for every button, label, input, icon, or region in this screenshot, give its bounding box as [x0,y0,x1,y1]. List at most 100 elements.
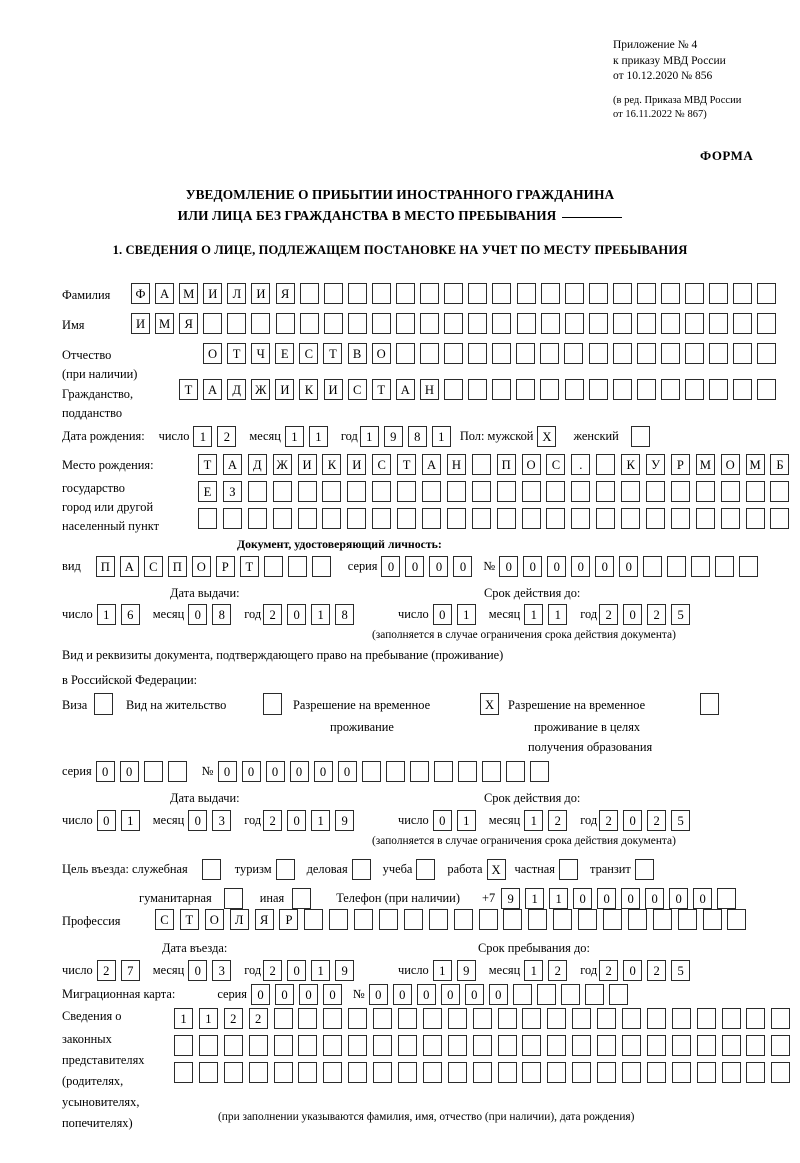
char-cell[interactable] [597,1062,617,1083]
char-cell[interactable]: 0 [188,604,208,625]
char-cell[interactable] [528,909,548,930]
char-cell[interactable] [446,481,466,502]
char-cell[interactable] [398,1062,418,1083]
char-cell[interactable] [492,313,512,334]
char-cell[interactable] [287,556,307,577]
char-cell[interactable]: Н [419,379,439,400]
char-cell[interactable] [409,761,429,782]
char-cell[interactable]: Ж [251,379,271,400]
char-cell[interactable] [292,888,312,909]
char-cell[interactable] [646,1035,666,1056]
char-cell[interactable]: С [546,454,566,475]
char-cell[interactable] [684,379,704,400]
char-cell[interactable] [522,1008,542,1029]
char-cell[interactable] [223,1062,243,1083]
char-cell[interactable]: 2 [647,604,667,625]
sex-female-checkbox[interactable] [630,426,655,447]
char-cell[interactable]: О [720,454,740,475]
char-cell[interactable] [564,313,584,334]
char-cell[interactable] [472,1008,492,1029]
char-cell[interactable] [397,508,417,529]
char-cell[interactable]: 0 [405,556,425,577]
char-cell[interactable]: Б [770,454,790,475]
char-cell[interactable] [622,1062,642,1083]
char-cell[interactable] [536,984,556,1005]
char-cell[interactable] [646,508,666,529]
char-cell[interactable] [304,909,324,930]
char-cell[interactable] [671,1008,691,1029]
char-cell[interactable] [745,481,765,502]
purpose-study-checkbox[interactable] [416,859,440,880]
char-cell[interactable] [354,909,374,930]
char-cell[interactable]: 1 [174,1008,193,1029]
legal-rep-row-3[interactable] [174,1062,796,1083]
char-cell[interactable] [492,343,512,364]
char-cell[interactable] [612,379,632,400]
char-cell[interactable]: 1 [308,426,328,447]
char-cell[interactable] [661,283,681,304]
purpose-business-checkbox[interactable] [351,859,376,880]
char-cell[interactable] [578,909,598,930]
char-cell[interactable] [329,909,349,930]
char-cell[interactable] [588,313,608,334]
char-cell[interactable] [553,909,573,930]
char-cell[interactable] [636,343,656,364]
char-cell[interactable] [746,1035,766,1056]
char-cell[interactable] [468,343,488,364]
char-cell[interactable]: 2 [248,1008,268,1029]
purpose-transit-checkbox[interactable] [634,859,659,880]
char-cell[interactable]: 0 [188,960,208,981]
char-cell[interactable]: 2 [263,960,283,981]
char-cell[interactable]: 0 [623,604,643,625]
char-cell[interactable] [612,313,632,334]
char-cell[interactable] [348,1062,368,1083]
char-cell[interactable] [471,454,491,475]
char-cell[interactable]: Я [179,313,199,334]
char-cell[interactable] [677,909,697,930]
char-cell[interactable] [299,313,319,334]
char-cell[interactable] [660,343,680,364]
char-cell[interactable]: Е [275,343,295,364]
char-cell[interactable]: 0 [299,984,318,1005]
char-cell[interactable] [373,1008,393,1029]
char-cell[interactable]: К [621,454,641,475]
char-cell[interactable] [395,343,415,364]
char-cell[interactable] [720,481,740,502]
char-cell[interactable]: 2 [599,604,619,625]
char-cell[interactable]: 0 [488,984,508,1005]
char-cell[interactable]: А [119,556,139,577]
char-cell[interactable] [597,1035,617,1056]
char-cell[interactable]: И [347,454,367,475]
char-cell[interactable] [540,283,560,304]
char-cell[interactable]: 0 [287,810,307,831]
char-cell[interactable] [588,379,608,400]
char-cell[interactable]: Р [215,556,235,577]
char-cell[interactable] [572,1062,592,1083]
sex-male-checkbox[interactable]: X [537,426,561,447]
char-cell[interactable] [547,1062,567,1083]
char-cell[interactable] [323,1062,343,1083]
char-cell[interactable]: Т [371,379,391,400]
char-cell[interactable]: 5 [671,810,691,831]
char-cell[interactable]: Т [239,556,259,577]
purpose-official-checkbox[interactable] [201,859,226,880]
char-cell[interactable]: 0 [432,604,452,625]
char-cell[interactable] [516,313,536,334]
legal-rep-row-2[interactable] [174,1035,796,1056]
char-cell[interactable] [596,481,616,502]
char-cell[interactable] [248,1062,268,1083]
char-cell[interactable] [379,909,399,930]
char-cell[interactable]: 9 [383,426,403,447]
char-cell[interactable] [745,508,765,529]
char-cell[interactable] [251,313,271,334]
char-cell[interactable]: X [486,859,506,880]
